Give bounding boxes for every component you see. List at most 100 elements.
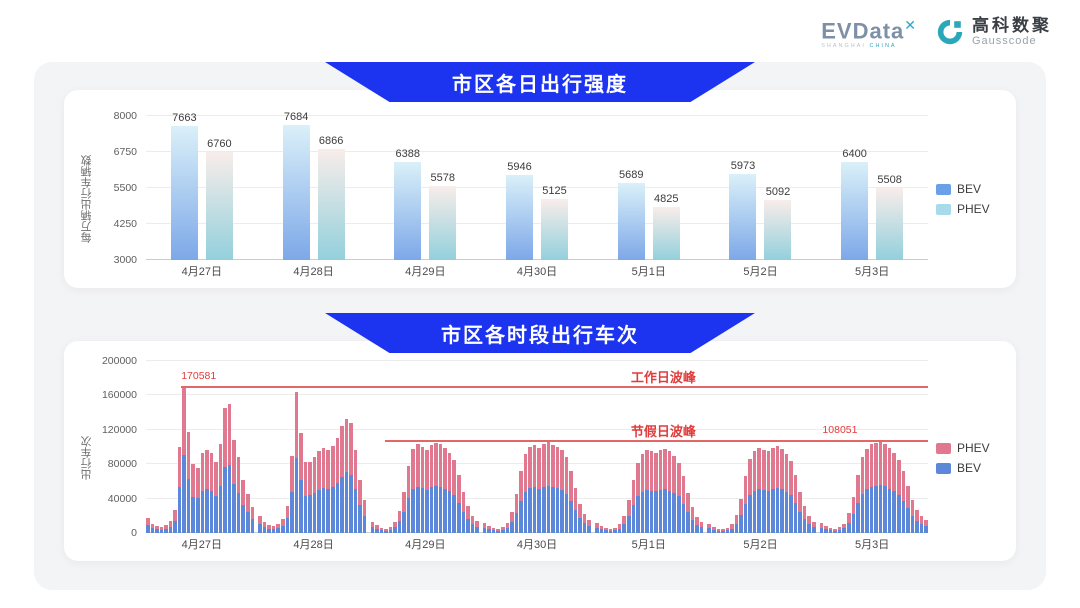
hour-stack[interactable] xyxy=(303,361,308,533)
phev-segment[interactable] xyxy=(438,444,443,487)
hour-stack[interactable] xyxy=(420,361,425,533)
phev-segment[interactable] xyxy=(470,515,475,525)
bev-segment[interactable] xyxy=(241,504,246,533)
hour-stack[interactable] xyxy=(317,361,321,533)
bev-segment[interactable] xyxy=(294,458,299,533)
phev-segment[interactable] xyxy=(402,491,406,512)
phev-segment[interactable] xyxy=(349,422,353,475)
phev-segment[interactable] xyxy=(312,457,317,493)
phev-segment[interactable] xyxy=(496,528,501,531)
phev-segment[interactable] xyxy=(308,461,312,496)
bev-segment[interactable] xyxy=(150,528,155,533)
hour-stack[interactable] xyxy=(622,361,626,533)
bev-segment[interactable] xyxy=(370,527,375,533)
phev-segment[interactable] xyxy=(159,527,164,530)
bev-segment[interactable] xyxy=(205,488,209,533)
hour-stack[interactable] xyxy=(730,361,734,533)
hour-stack[interactable] xyxy=(438,361,443,533)
bev-segment[interactable] xyxy=(267,528,271,533)
hour-stack[interactable] xyxy=(475,361,479,533)
hour-stack[interactable] xyxy=(906,361,910,533)
hour-stack[interactable] xyxy=(599,361,604,533)
bev-segment[interactable] xyxy=(819,527,824,533)
bev-segment[interactable] xyxy=(482,527,487,533)
hour-stack[interactable] xyxy=(384,361,388,533)
hour-stack[interactable] xyxy=(241,361,246,533)
phev-segment[interactable] xyxy=(335,438,340,483)
phev-segment[interactable] xyxy=(707,523,711,529)
phev-segment[interactable] xyxy=(214,462,218,496)
hour-stack[interactable] xyxy=(663,361,667,533)
phev-bar[interactable]: 5125 xyxy=(541,185,569,260)
hour-stack[interactable] xyxy=(551,361,555,533)
hour-stack[interactable] xyxy=(285,361,290,533)
bev-segment[interactable] xyxy=(406,498,411,533)
phev-segment[interactable] xyxy=(711,526,716,530)
hour-stack[interactable] xyxy=(860,361,865,533)
hour-stack[interactable] xyxy=(416,361,420,533)
bev-segment[interactable] xyxy=(851,514,856,533)
phev-segment[interactable] xyxy=(262,521,267,528)
bev-segment[interactable] xyxy=(865,489,869,533)
bev-segment[interactable] xyxy=(587,526,591,533)
phev-segment[interactable] xyxy=(276,524,281,529)
hour-stack[interactable] xyxy=(842,361,846,533)
hour-stack[interactable] xyxy=(924,361,928,533)
bev-bar[interactable]: 6400 xyxy=(841,148,869,260)
phev-segment[interactable] xyxy=(200,453,205,491)
hour-stack[interactable] xyxy=(294,361,299,533)
hour-stack[interactable] xyxy=(276,361,281,533)
phev-segment[interactable] xyxy=(640,453,645,492)
hour-stack[interactable] xyxy=(379,361,384,533)
bev-segment[interactable] xyxy=(716,530,721,533)
phev-segment[interactable] xyxy=(901,471,906,501)
bev-segment[interactable] xyxy=(501,529,505,533)
phev-segment[interactable] xyxy=(649,451,654,491)
hour-stack[interactable] xyxy=(236,361,241,533)
bev-segment[interactable] xyxy=(775,487,780,533)
hour-stack[interactable] xyxy=(681,361,686,533)
bev-bar[interactable]: 6388 xyxy=(394,148,422,260)
hour-stack[interactable] xyxy=(505,361,510,533)
phev-segment[interactable] xyxy=(686,493,690,513)
hour-stack[interactable] xyxy=(654,361,658,533)
phev-segment[interactable] xyxy=(205,449,209,489)
phev-segment[interactable] xyxy=(631,479,636,506)
phev-segment[interactable] xyxy=(326,450,331,490)
bev-segment[interactable] xyxy=(475,526,479,533)
hour-stack[interactable] xyxy=(833,361,837,533)
phev-segment[interactable] xyxy=(739,498,743,516)
bev-segment[interactable] xyxy=(196,498,200,533)
hour-stack[interactable] xyxy=(676,361,681,533)
bev-segment[interactable] xyxy=(523,491,528,533)
bev-segment[interactable] xyxy=(466,518,470,533)
bev-segment[interactable] xyxy=(874,486,878,533)
bev-segment[interactable] xyxy=(317,489,321,533)
bev-segment[interactable] xyxy=(379,530,384,533)
bev-segment[interactable] xyxy=(828,530,833,533)
bev-segment[interactable] xyxy=(739,515,743,533)
phev-segment[interactable] xyxy=(294,391,299,459)
hour-stack[interactable] xyxy=(780,361,784,533)
bev-segment[interactable] xyxy=(573,509,578,533)
phev-segment[interactable] xyxy=(752,451,757,491)
phev-segment[interactable] xyxy=(721,529,725,532)
bev-segment[interactable] xyxy=(663,489,667,533)
phev-segment[interactable] xyxy=(555,447,560,489)
bev-segment[interactable] xyxy=(640,491,645,533)
hour-stack[interactable] xyxy=(262,361,267,533)
hour-stack[interactable] xyxy=(496,361,501,533)
hour-stack[interactable] xyxy=(869,361,874,533)
phev-segment[interactable] xyxy=(828,527,833,531)
bev-segment[interactable] xyxy=(690,519,695,533)
phev-segment[interactable] xyxy=(784,453,789,492)
phev-segment[interactable] xyxy=(730,524,734,529)
hour-stack[interactable] xyxy=(514,361,519,533)
phev-segment[interactable] xyxy=(447,453,452,492)
hour-stack[interactable] xyxy=(546,361,551,533)
hour-stack[interactable] xyxy=(501,361,505,533)
bev-segment[interactable] xyxy=(789,495,793,533)
hour-stack[interactable] xyxy=(271,361,276,533)
bev-segment[interactable] xyxy=(340,476,344,533)
hour-stack[interactable] xyxy=(335,361,340,533)
